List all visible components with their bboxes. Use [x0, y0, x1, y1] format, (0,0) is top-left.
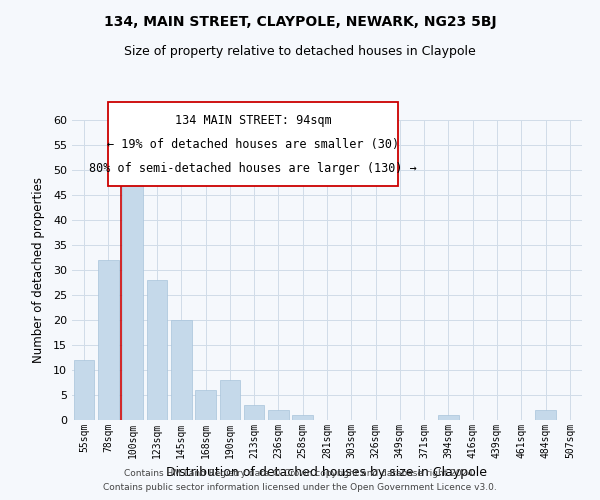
Text: Size of property relative to detached houses in Claypole: Size of property relative to detached ho…	[124, 45, 476, 58]
Bar	[195, 390, 216, 420]
Bar	[268, 410, 289, 420]
Text: Contains HM Land Registry data © Crown copyright and database right 2024.: Contains HM Land Registry data © Crown c…	[124, 468, 476, 477]
Bar	[171, 320, 191, 420]
Bar	[122, 180, 143, 420]
Bar	[535, 410, 556, 420]
Bar	[74, 360, 94, 420]
Bar	[220, 380, 240, 420]
Bar	[438, 415, 459, 420]
Text: 134 MAIN STREET: 94sqm: 134 MAIN STREET: 94sqm	[175, 114, 331, 127]
Y-axis label: Number of detached properties: Number of detached properties	[32, 177, 44, 363]
Bar	[244, 405, 265, 420]
FancyBboxPatch shape	[108, 102, 398, 186]
Text: 134, MAIN STREET, CLAYPOLE, NEWARK, NG23 5BJ: 134, MAIN STREET, CLAYPOLE, NEWARK, NG23…	[104, 15, 496, 29]
Text: Contains public sector information licensed under the Open Government Licence v3: Contains public sector information licen…	[103, 484, 497, 492]
Bar	[146, 280, 167, 420]
X-axis label: Distribution of detached houses by size in Claypole: Distribution of detached houses by size …	[167, 466, 487, 479]
Bar	[292, 415, 313, 420]
Text: 80% of semi-detached houses are larger (130) →: 80% of semi-detached houses are larger (…	[89, 162, 417, 175]
Text: ← 19% of detached houses are smaller (30): ← 19% of detached houses are smaller (30…	[107, 138, 399, 151]
Bar	[98, 260, 119, 420]
